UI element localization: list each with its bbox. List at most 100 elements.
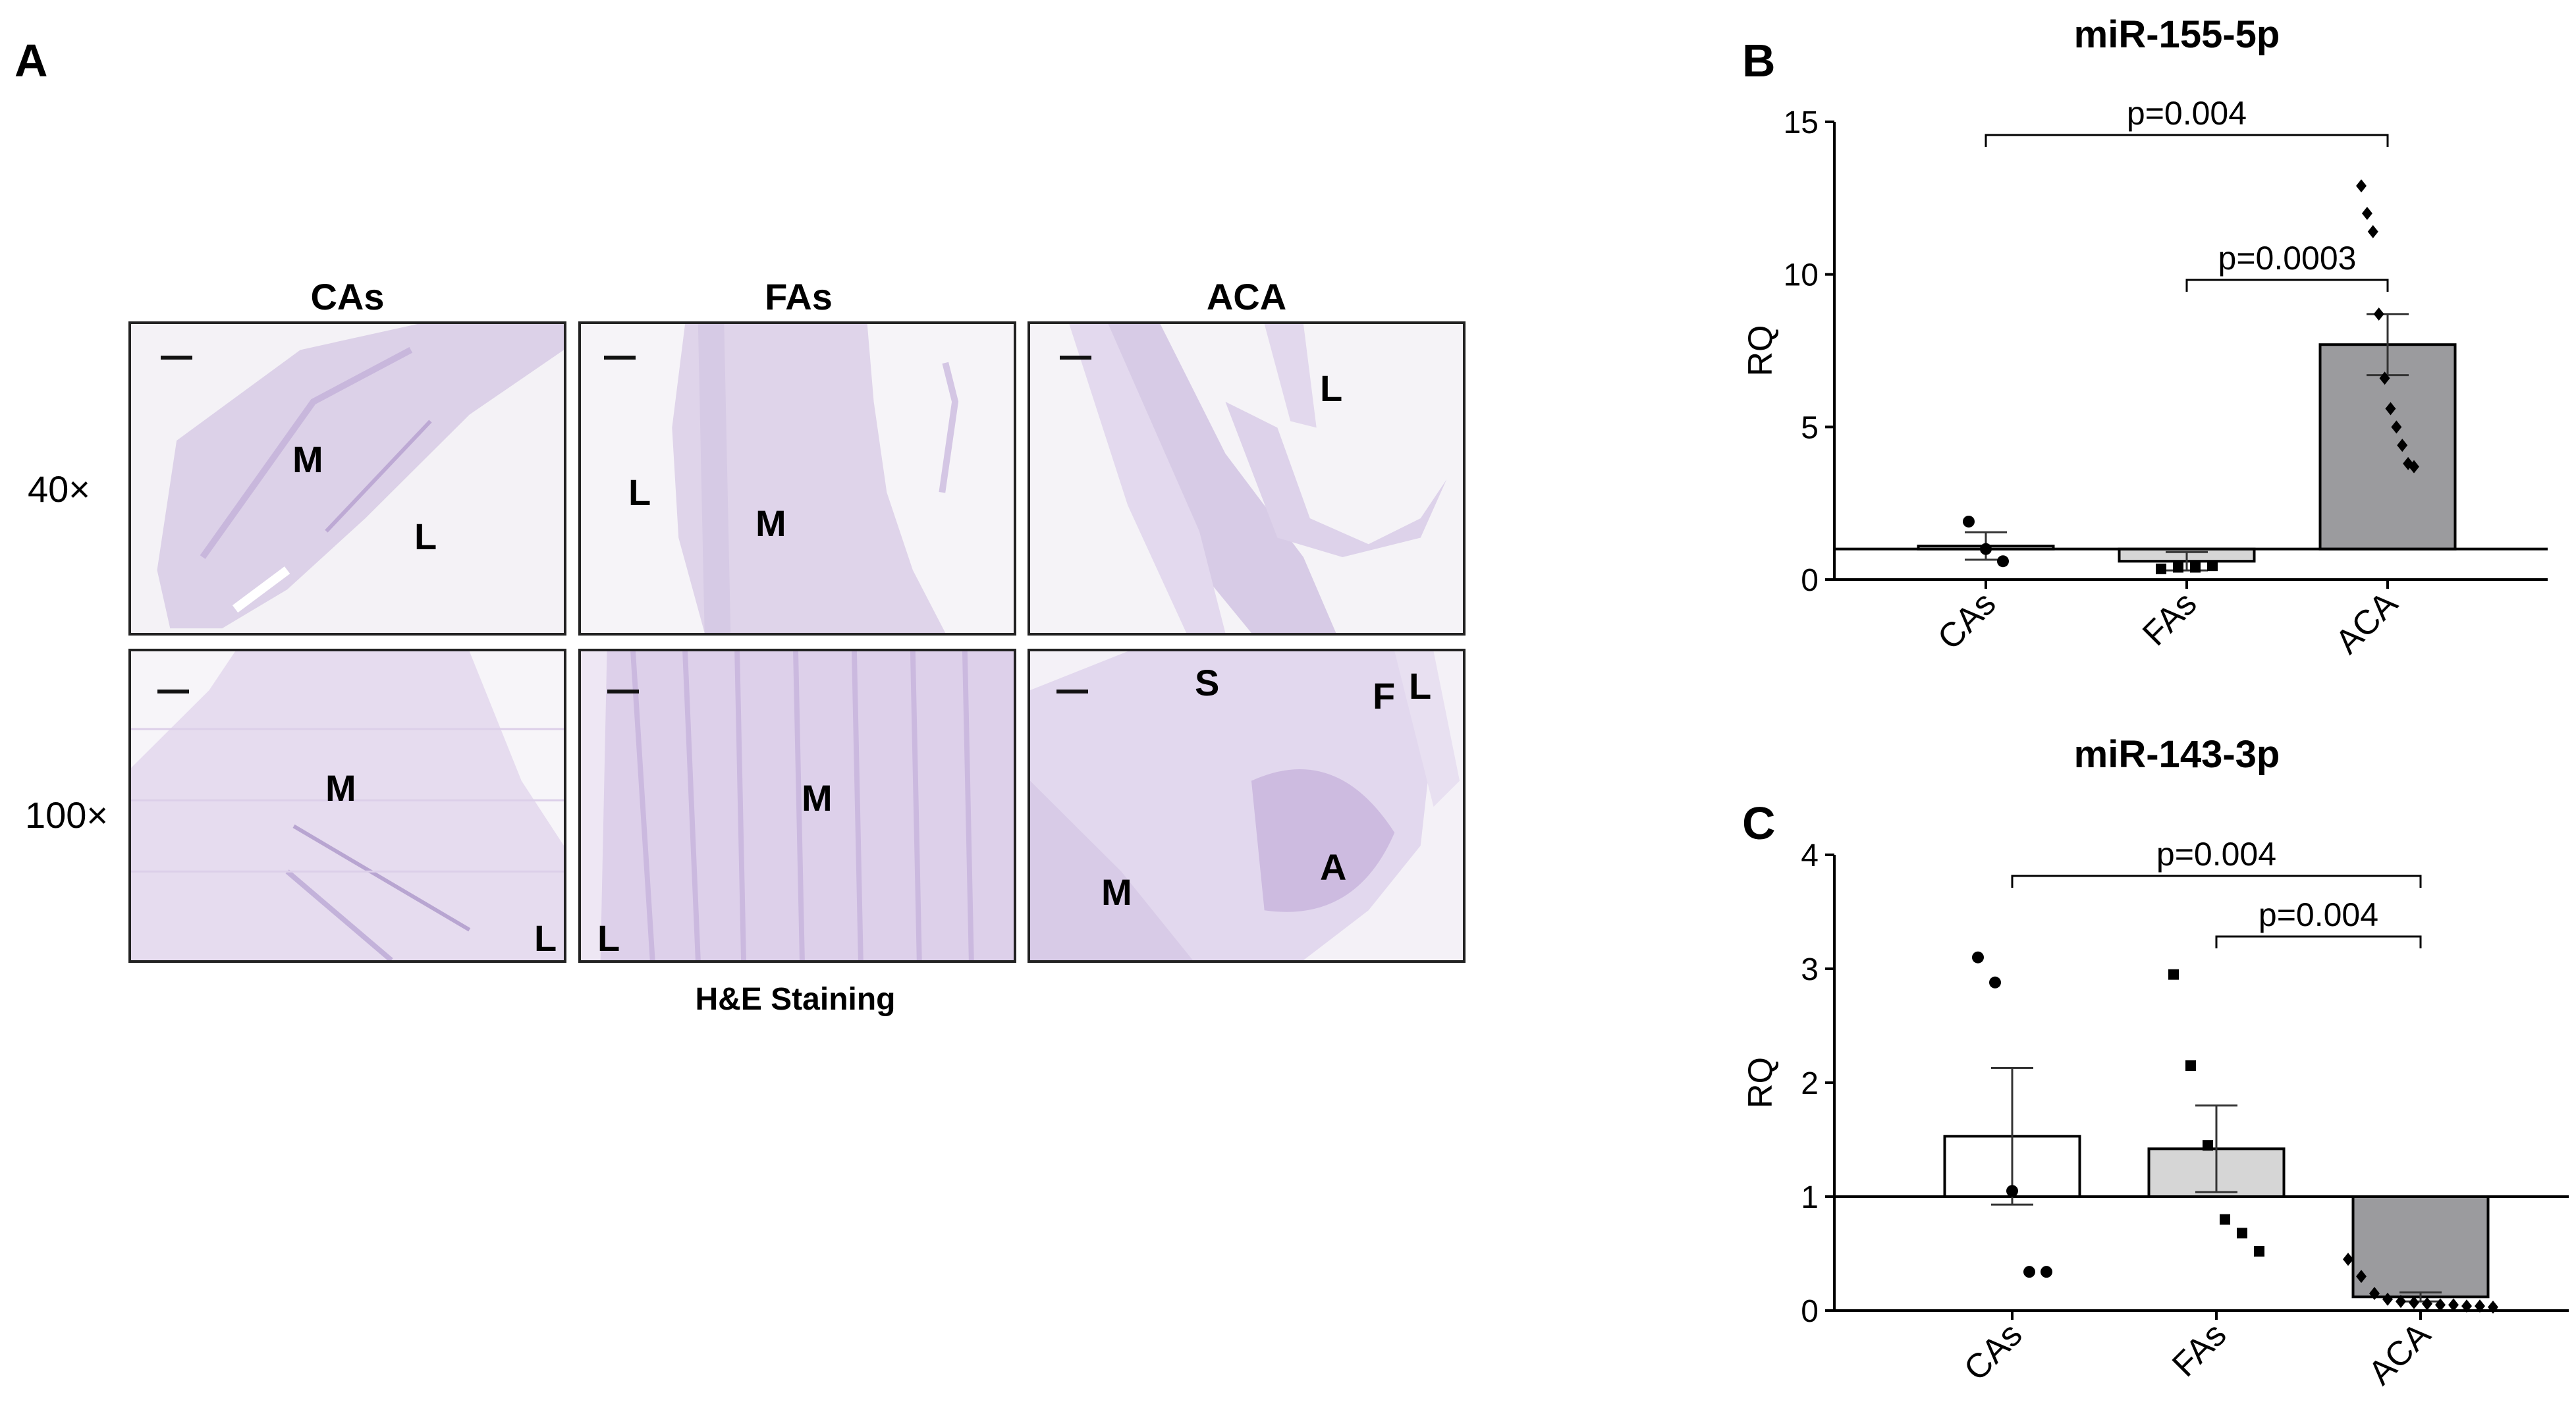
x-tick-label: ACA [2328,584,2405,661]
data-point [2385,402,2396,416]
data-point [2435,1298,2446,1312]
tissue-label: L [1409,665,1432,707]
chart-mir-143-3p: miR-143-3p RQ 0 1 2 3 4 CAs FAs ACA p=0.004 p=0.004 [1741,738,2569,1392]
p-value-label: p=0.004 [2156,836,2276,873]
row-header-40x: 40× [28,468,90,510]
y-tick-label: 1 [1801,1180,1819,1215]
micrograph-fas-100x: M L [578,649,1016,963]
x-tick-label: CAs [1957,1315,2029,1388]
tissue-label: L [628,472,651,513]
data-point [2356,1270,2367,1284]
tissue-label: M [325,767,356,809]
data-point [1997,555,2009,568]
tissue-label: L [1320,367,1343,409]
tissue-label: L [534,917,557,959]
y-axis-label: RQ [1741,1057,1780,1108]
scale-bar [157,690,189,693]
bar-aca [2351,1195,2490,1299]
data-point [2343,1253,2353,1266]
y-tick-label: 0 [1801,1294,1819,1329]
data-point [2237,1228,2247,1239]
x-tick-label: FAs [2135,584,2204,653]
significance-bracket [2215,935,2422,948]
tissue-label: M [292,439,323,480]
data-point [2396,1295,2406,1309]
significance-bracket [1985,134,2389,147]
micrograph-cas-100x: M L [128,649,566,963]
data-point [2461,1299,2472,1313]
tissue-label: F [1373,675,1396,717]
data-point [2397,439,2408,452]
scale-bar [607,690,639,693]
data-point [2185,1060,2196,1072]
data-point [2409,1295,2419,1309]
p-value-label: p=0.0003 [2218,240,2357,277]
data-point [2220,1214,2230,1225]
data-point [2190,562,2201,573]
data-point [2369,1287,2380,1301]
data-point [2475,1299,2485,1313]
tissue-label: L [414,516,437,557]
chart-title: miR-155-5p [2074,13,2280,56]
column-header-fas: FAs [765,276,833,317]
column-header-cas: CAs [310,276,385,317]
data-point [2367,225,2378,238]
data-point [2173,562,2183,573]
data-point [2488,1300,2498,1314]
x-tick-label: CAs [1931,584,2003,657]
micrograph-aca-100x: S F L A M [1028,649,1466,963]
y-tick-label: 2 [1801,1066,1819,1101]
tissue-label: M [802,777,833,819]
panel-letter-b: B [1742,35,1776,86]
chart-mir-155-5p: miR-155-5p RQ 0 5 10 15 CAs FAs ACA p=0.004 p=0.00… [1741,13,2548,661]
data-point [2023,1266,2035,1278]
y-axis-label: RQ [1741,325,1780,377]
significance-bracket [2185,279,2389,292]
data-point [2006,1185,2018,1197]
data-point [2254,1246,2264,1257]
micrograph-fas-40x: L M [578,321,1016,636]
data-point [2379,371,2390,385]
panel-letter-a: A [14,35,48,86]
y-tick-label: 3 [1801,952,1819,987]
scale-bar [604,356,636,360]
tissue-label: S [1195,662,1220,703]
y-tick-label: 4 [1801,838,1819,873]
scale-bar [1060,356,1091,360]
staining-caption: H&E Staining [695,982,896,1017]
data-point [2409,460,2419,474]
data-point [2168,969,2179,980]
data-point [1989,976,2001,989]
scale-bar [161,356,192,360]
y-tick-label: 0 [1801,563,1819,598]
y-tick-label: 10 [1784,258,1819,293]
data-point [2207,560,2218,572]
data-point [2203,1140,2213,1151]
data-point [2382,1292,2393,1306]
column-header-aca: ACA [1206,276,1287,317]
data-point [2356,179,2367,193]
data-point [1980,543,1992,555]
data-point [2156,563,2166,574]
p-value-label: p=0.004 [2259,896,2378,933]
tissue-label: M [755,502,786,544]
tissue-label: A [1320,846,1347,888]
data-point [2373,307,2384,321]
data-point [2391,420,2402,434]
data-point [2361,207,2372,220]
x-tick-label: FAs [2165,1315,2233,1384]
micrograph-aca-40x: L [1028,321,1466,636]
data-point [1963,515,1975,528]
row-header-100x: 100× [25,794,109,836]
y-tick-label: 15 [1784,105,1819,140]
data-point [2041,1266,2052,1278]
p-value-label: p=0.004 [2127,95,2247,132]
panel-letter-c: C [1742,798,1776,849]
chart-title: miR-143-3p [2074,738,2280,776]
data-point [2422,1297,2432,1311]
micrograph-cas-40x: M L [128,321,566,636]
tissue-label: L [597,917,620,959]
data-point [2448,1298,2459,1312]
tissue-label: M [1101,871,1132,913]
significance-bracket [2011,875,2422,888]
